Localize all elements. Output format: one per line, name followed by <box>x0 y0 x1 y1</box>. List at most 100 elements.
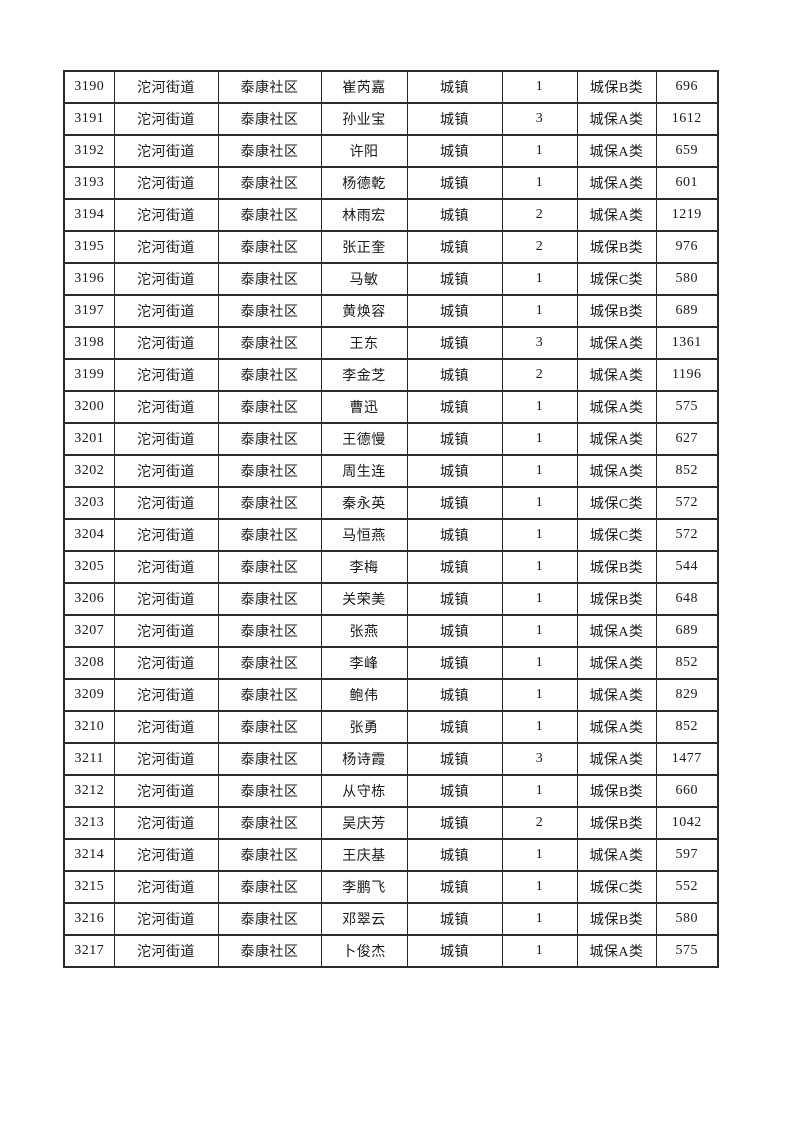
headcount-cell: 1 <box>501 486 578 520</box>
category-cell: 城保A类 <box>576 166 657 200</box>
person-name-cell: 杨诗霞 <box>320 742 408 776</box>
headcount-cell: 1 <box>501 678 578 712</box>
residence-type-cell: 城镇 <box>406 742 503 776</box>
residence-type-cell: 城镇 <box>406 614 503 648</box>
amount-cell: 601 <box>655 166 719 200</box>
street-cell: 沱河街道 <box>113 806 219 840</box>
community-cell: 泰康社区 <box>217 134 322 168</box>
serial-cell: 3209 <box>63 678 115 712</box>
residence-type-cell: 城镇 <box>406 774 503 808</box>
headcount-cell: 1 <box>501 774 578 808</box>
residence-type-cell: 城镇 <box>406 70 503 104</box>
street-cell: 沱河街道 <box>113 614 219 648</box>
serial-cell: 3207 <box>63 614 115 648</box>
residence-type-cell: 城镇 <box>406 646 503 680</box>
community-cell: 泰康社区 <box>217 422 322 456</box>
headcount-cell: 1 <box>501 166 578 200</box>
residence-type-cell: 城镇 <box>406 870 503 904</box>
street-cell: 沱河街道 <box>113 870 219 904</box>
residence-type-cell: 城镇 <box>406 902 503 936</box>
amount-cell: 648 <box>655 582 719 616</box>
person-name-cell: 王东 <box>320 326 408 360</box>
serial-cell: 3199 <box>63 358 115 392</box>
street-cell: 沱河街道 <box>113 838 219 872</box>
headcount-cell: 2 <box>501 358 578 392</box>
category-cell: 城保A类 <box>576 454 657 488</box>
table-row: 3205 沱河街道 泰康社区 李梅 城镇 1 城保B类 544 <box>63 550 719 584</box>
street-cell: 沱河街道 <box>113 134 219 168</box>
table-row: 3213 沱河街道 泰康社区 吴庆芳 城镇 2 城保B类 1042 <box>63 806 719 840</box>
residence-type-cell: 城镇 <box>406 358 503 392</box>
category-cell: 城保C类 <box>576 518 657 552</box>
street-cell: 沱河街道 <box>113 262 219 296</box>
amount-cell: 544 <box>655 550 719 584</box>
amount-cell: 1612 <box>655 102 719 136</box>
headcount-cell: 1 <box>501 710 578 744</box>
table-row: 3217 沱河街道 泰康社区 卜俊杰 城镇 1 城保A类 575 <box>63 934 719 968</box>
table-row: 3208 沱河街道 泰康社区 李峰 城镇 1 城保A类 852 <box>63 646 719 680</box>
community-cell: 泰康社区 <box>217 646 322 680</box>
table-row: 3199 沱河街道 泰康社区 李金芝 城镇 2 城保A类 1196 <box>63 358 719 392</box>
serial-cell: 3213 <box>63 806 115 840</box>
headcount-cell: 1 <box>501 550 578 584</box>
street-cell: 沱河街道 <box>113 742 219 776</box>
community-cell: 泰康社区 <box>217 454 322 488</box>
residence-type-cell: 城镇 <box>406 582 503 616</box>
category-cell: 城保A类 <box>576 838 657 872</box>
table-row: 3211 沱河街道 泰康社区 杨诗霞 城镇 3 城保A类 1477 <box>63 742 719 776</box>
headcount-cell: 2 <box>501 230 578 264</box>
residence-type-cell: 城镇 <box>406 390 503 424</box>
community-cell: 泰康社区 <box>217 806 322 840</box>
category-cell: 城保B类 <box>576 774 657 808</box>
serial-cell: 3197 <box>63 294 115 328</box>
amount-cell: 572 <box>655 518 719 552</box>
person-name-cell: 崔芮嘉 <box>320 70 408 104</box>
headcount-cell: 1 <box>501 390 578 424</box>
headcount-cell: 2 <box>501 806 578 840</box>
headcount-cell: 1 <box>501 454 578 488</box>
table-row: 3203 沱河街道 泰康社区 秦永英 城镇 1 城保C类 572 <box>63 486 719 520</box>
street-cell: 沱河街道 <box>113 454 219 488</box>
residence-type-cell: 城镇 <box>406 326 503 360</box>
community-cell: 泰康社区 <box>217 582 322 616</box>
amount-cell: 572 <box>655 486 719 520</box>
serial-cell: 3214 <box>63 838 115 872</box>
residence-type-cell: 城镇 <box>406 710 503 744</box>
headcount-cell: 1 <box>501 134 578 168</box>
person-name-cell: 曹迅 <box>320 390 408 424</box>
person-name-cell: 黄焕容 <box>320 294 408 328</box>
residence-type-cell: 城镇 <box>406 422 503 456</box>
amount-cell: 852 <box>655 710 719 744</box>
category-cell: 城保A类 <box>576 102 657 136</box>
serial-cell: 3204 <box>63 518 115 552</box>
street-cell: 沱河街道 <box>113 198 219 232</box>
headcount-cell: 3 <box>501 326 578 360</box>
community-cell: 泰康社区 <box>217 198 322 232</box>
community-cell: 泰康社区 <box>217 550 322 584</box>
residence-type-cell: 城镇 <box>406 230 503 264</box>
person-name-cell: 从守栋 <box>320 774 408 808</box>
serial-cell: 3205 <box>63 550 115 584</box>
category-cell: 城保A类 <box>576 646 657 680</box>
person-name-cell: 张勇 <box>320 710 408 744</box>
amount-cell: 852 <box>655 454 719 488</box>
table-body: 3190 沱河街道 泰康社区 崔芮嘉 城镇 1 城保B类 696 3191 沱河… <box>63 70 719 968</box>
street-cell: 沱河街道 <box>113 934 219 968</box>
table-row: 3193 沱河街道 泰康社区 杨德乾 城镇 1 城保A类 601 <box>63 166 719 200</box>
headcount-cell: 1 <box>501 70 578 104</box>
serial-cell: 3217 <box>63 934 115 968</box>
amount-cell: 552 <box>655 870 719 904</box>
table-row: 3210 沱河街道 泰康社区 张勇 城镇 1 城保A类 852 <box>63 710 719 744</box>
table-row: 3214 沱河街道 泰康社区 王庆基 城镇 1 城保A类 597 <box>63 838 719 872</box>
person-name-cell: 马恒燕 <box>320 518 408 552</box>
community-cell: 泰康社区 <box>217 710 322 744</box>
residence-type-cell: 城镇 <box>406 198 503 232</box>
benefits-roster-table: 3190 沱河街道 泰康社区 崔芮嘉 城镇 1 城保B类 696 3191 沱河… <box>63 70 719 968</box>
headcount-cell: 1 <box>501 870 578 904</box>
community-cell: 泰康社区 <box>217 742 322 776</box>
person-name-cell: 马敏 <box>320 262 408 296</box>
category-cell: 城保A类 <box>576 134 657 168</box>
serial-cell: 3191 <box>63 102 115 136</box>
community-cell: 泰康社区 <box>217 102 322 136</box>
